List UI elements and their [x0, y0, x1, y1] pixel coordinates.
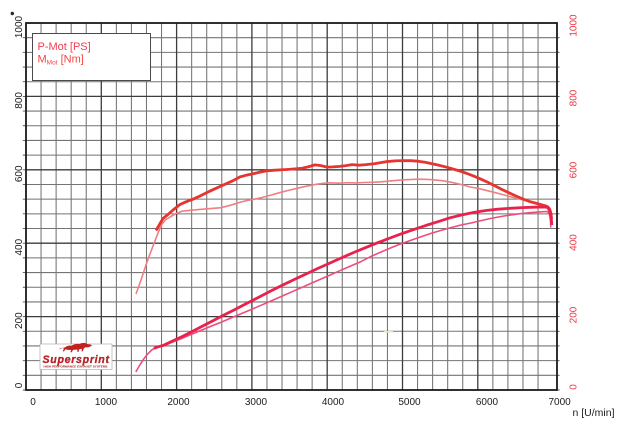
svg-text:4000: 4000 [322, 397, 345, 408]
svg-text:HIGH PERFORMANCE EXHAUST SYSTE: HIGH PERFORMANCE EXHAUST SYSTEMS [44, 365, 108, 369]
svg-text:800: 800 [14, 92, 25, 109]
svg-text:5000: 5000 [398, 397, 421, 408]
svg-text:600: 600 [14, 165, 25, 182]
svg-text:Supersprint: Supersprint [43, 354, 110, 366]
svg-text:1000: 1000 [95, 397, 118, 408]
svg-text:7000: 7000 [548, 397, 571, 408]
svg-text:3000: 3000 [245, 397, 268, 408]
svg-text:1000: 1000 [569, 14, 580, 37]
svg-text:200: 200 [569, 306, 580, 323]
svg-text:2000: 2000 [167, 397, 190, 408]
svg-text:6000: 6000 [476, 397, 499, 408]
svg-text:MMot [Nm]: MMot [Nm] [38, 54, 84, 67]
svg-text:800: 800 [569, 89, 580, 106]
svg-text:0: 0 [30, 397, 36, 408]
svg-text:n [U/min]: n [U/min] [573, 407, 615, 419]
svg-text:400: 400 [569, 234, 580, 251]
svg-text:0: 0 [14, 382, 25, 388]
svg-text:0: 0 [569, 384, 580, 390]
svg-text:1000: 1000 [14, 15, 25, 38]
svg-text:400: 400 [14, 238, 25, 255]
svg-text:600: 600 [569, 161, 580, 178]
svg-text:P-Mot [PS]: P-Mot [PS] [38, 41, 91, 53]
svg-text:200: 200 [14, 312, 25, 329]
